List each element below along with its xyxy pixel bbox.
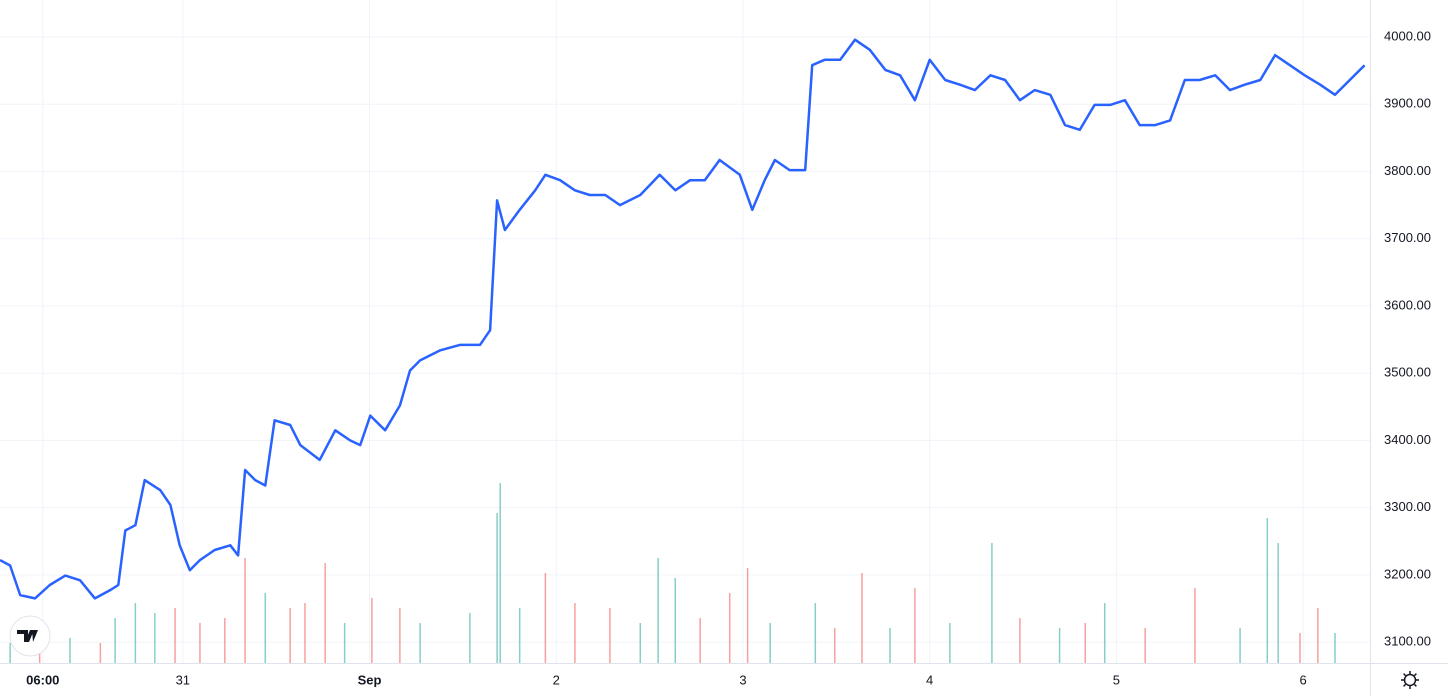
- volume-bar: [1144, 628, 1146, 663]
- volume-bar: [991, 543, 993, 663]
- volume-bar: [324, 563, 326, 663]
- volume-bar: [371, 598, 373, 663]
- x-tick-label: 2: [553, 672, 560, 687]
- volume-bar: [518, 608, 521, 663]
- y-tick-label: 3300.00: [1384, 499, 1431, 514]
- y-tick-label: 3900.00: [1384, 96, 1431, 111]
- gear: [1403, 673, 1417, 687]
- volume-bar: [69, 638, 71, 663]
- volume-bar: [264, 593, 267, 663]
- volume-bar: [544, 573, 547, 663]
- volume-bar: [154, 613, 156, 663]
- logo[interactable]: [9, 615, 51, 657]
- volume-bar: [674, 578, 677, 663]
- volume-bar: [861, 573, 863, 663]
- volume-bar: [746, 568, 749, 663]
- volume-bar: [1019, 618, 1021, 663]
- volume-bar: [419, 623, 421, 663]
- volume-bar: [289, 608, 291, 663]
- y-tick-label: 3600.00: [1384, 297, 1431, 312]
- volume-bar: [657, 558, 659, 663]
- y-tick-label: 3100.00: [1384, 634, 1431, 649]
- x-tick-label: 31: [176, 672, 190, 687]
- volume-bar: [343, 623, 346, 663]
- volume-bar: [834, 628, 836, 663]
- volume-bar: [1084, 623, 1087, 663]
- logo-mark: [17, 630, 38, 642]
- y-tick-label: 3400.00: [1384, 432, 1431, 447]
- volume-bar: [224, 618, 226, 663]
- x-tick-label: 5: [1113, 672, 1120, 687]
- y-tick-label: 4000.00: [1384, 28, 1431, 43]
- volume-bar: [728, 593, 731, 663]
- volume-bar: [38, 648, 41, 663]
- volume-bar: [949, 623, 951, 663]
- volume-bar: [1277, 543, 1279, 663]
- volume-bar: [1266, 518, 1269, 663]
- volume-bar: [1103, 603, 1106, 663]
- volume-bar: [1334, 633, 1336, 663]
- x-tick-label: 06:00: [26, 672, 59, 687]
- settings-icon[interactable]: [1401, 671, 1419, 689]
- volume-bar: [114, 618, 116, 663]
- volume-bar: [1058, 628, 1061, 663]
- volume-bar: [914, 588, 916, 663]
- volume-bar: [304, 603, 306, 663]
- gear-teeth: [1401, 671, 1419, 689]
- x-tick-label: 3: [739, 672, 746, 687]
- y-tick-label: 3800.00: [1384, 163, 1431, 178]
- volume-bar: [1299, 633, 1301, 663]
- x-tick-label: 6: [1299, 672, 1306, 687]
- x-tick-label: Sep: [358, 672, 382, 687]
- y-tick-label: 3700.00: [1384, 230, 1431, 245]
- y-tick-label: 3200.00: [1384, 566, 1431, 581]
- volume-bar: [99, 643, 102, 663]
- volume-bar: [244, 558, 246, 663]
- volume-bar: [889, 628, 891, 663]
- volume-bar: [399, 608, 401, 663]
- volume-bar: [609, 608, 611, 663]
- volume-bar: [499, 483, 501, 663]
- volume-bar: [134, 603, 137, 663]
- volume-bar: [814, 603, 817, 663]
- volume-bar: [199, 623, 201, 663]
- y-tick-label: 3500.00: [1384, 365, 1431, 380]
- volume-bar: [1194, 588, 1196, 663]
- volume-bar: [1239, 628, 1241, 663]
- volume-bar: [699, 618, 701, 663]
- x-tick-label: 4: [926, 672, 933, 687]
- volume-bar: [574, 603, 576, 663]
- volume-bar: [469, 613, 471, 663]
- volume-bar: [1317, 608, 1319, 663]
- price-line: [0, 38, 1366, 600]
- volume-bar: [769, 623, 771, 663]
- volume-bar: [9, 643, 11, 663]
- volume-bar: [496, 513, 498, 663]
- volume-bar: [639, 623, 642, 663]
- volume-bar: [174, 608, 176, 663]
